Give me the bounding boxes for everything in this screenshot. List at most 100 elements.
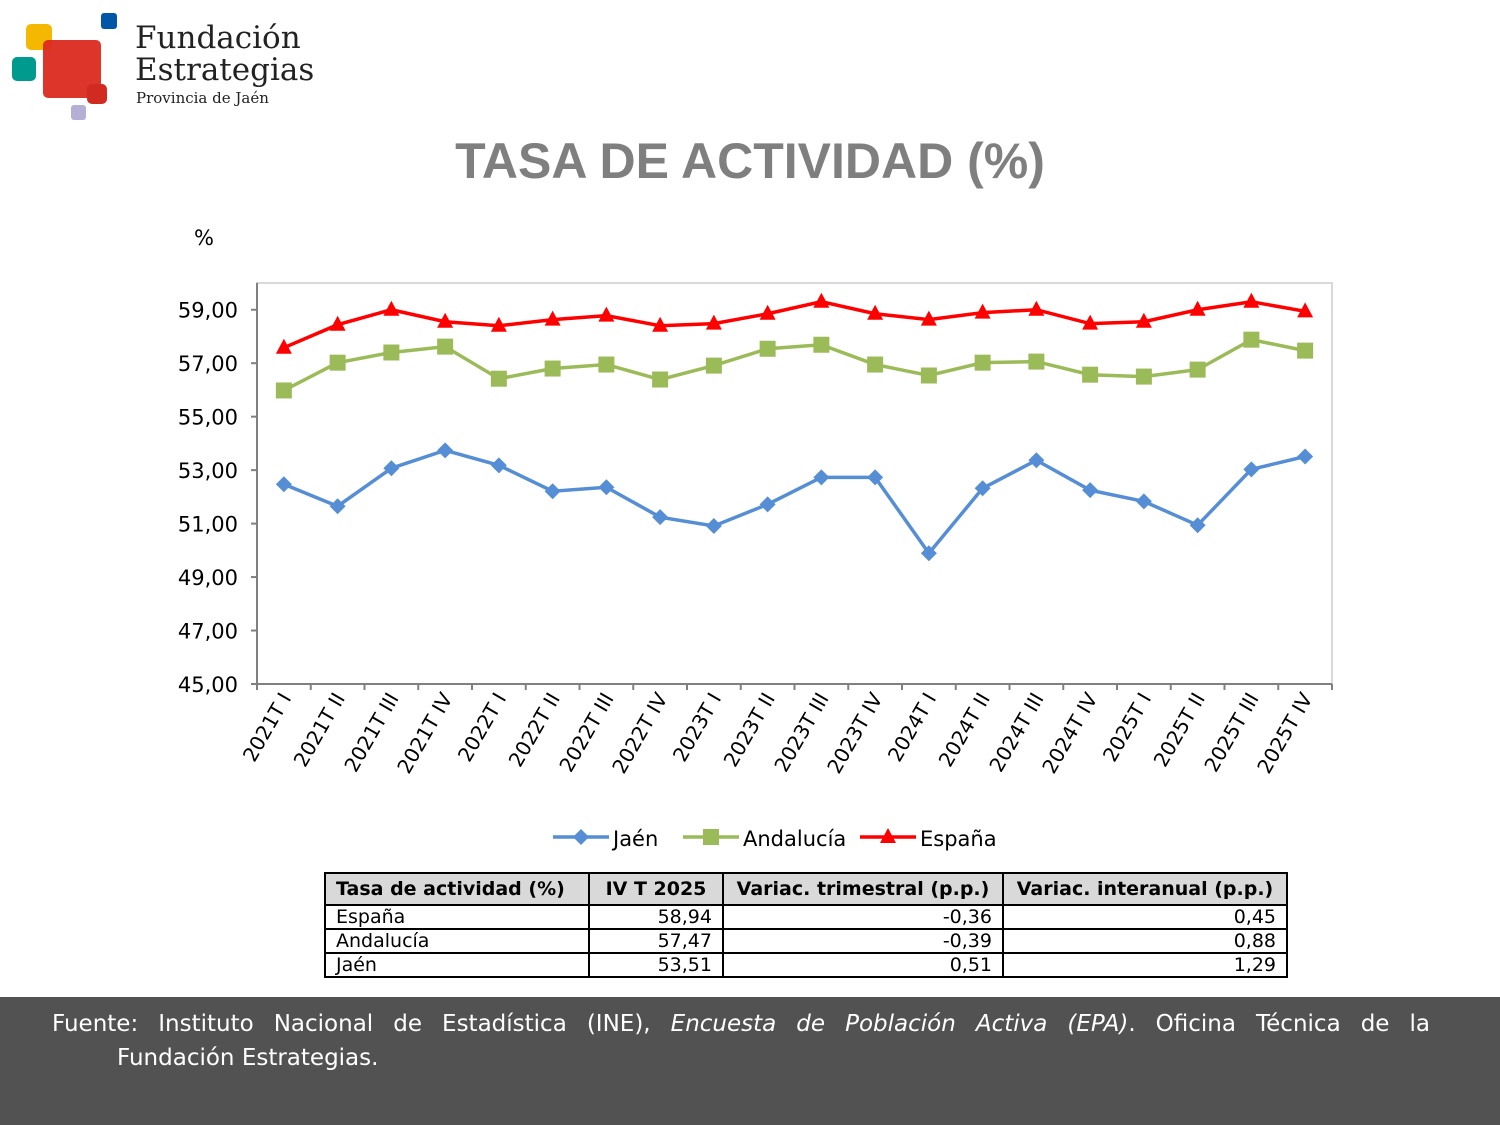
page-title: TASA DE ACTIVIDAD (%) bbox=[455, 133, 1045, 189]
data-point-espana bbox=[1082, 314, 1099, 330]
y-tick-label: 49,00 bbox=[178, 566, 238, 590]
data-point-espana bbox=[598, 306, 615, 322]
row-value: 57,47 bbox=[588, 928, 724, 954]
data-point-andalucia bbox=[1135, 368, 1152, 385]
data-point-andalucia bbox=[759, 340, 776, 357]
source-footer: Fuente: Instituto Nacional de Estadístic… bbox=[0, 997, 1500, 1125]
row-label: España bbox=[324, 904, 590, 930]
data-point-espana bbox=[1297, 302, 1314, 318]
series-line-espana bbox=[283, 299, 1306, 350]
table-header-row: Tasa de actividad (%) IV T 2025 Variac. … bbox=[324, 872, 1288, 906]
data-point-jaen bbox=[1082, 482, 1099, 499]
data-point-andalucia bbox=[974, 354, 991, 371]
data-point-espana bbox=[1028, 300, 1045, 316]
data-point-jaen bbox=[490, 457, 507, 474]
data-point-andalucia bbox=[1028, 353, 1045, 370]
data-point-espana bbox=[974, 303, 991, 319]
data-point-espana bbox=[759, 304, 776, 320]
legend-marker-andalucia bbox=[703, 829, 719, 845]
source-line1: Fuente: Instituto Nacional de Estadístic… bbox=[52, 1007, 1430, 1041]
data-point-espana bbox=[1135, 312, 1152, 328]
x-tick-label: 2024T I bbox=[883, 689, 941, 766]
data-point-andalucia bbox=[437, 338, 454, 355]
data-point-andalucia bbox=[867, 356, 884, 373]
series-line-andalucia bbox=[283, 337, 1306, 393]
x-tick-label: 2024T II bbox=[934, 689, 995, 771]
legend-marker-jaen bbox=[573, 829, 589, 845]
data-point-andalucia bbox=[490, 370, 507, 387]
series-line-jaen bbox=[283, 448, 1306, 557]
plot-area bbox=[256, 282, 1333, 685]
x-tick-label: 2022T I bbox=[453, 689, 511, 766]
data-point-espana bbox=[275, 338, 292, 354]
data-point-andalucia bbox=[705, 357, 722, 374]
legend-marker-espana bbox=[880, 828, 896, 843]
y-tick-label: 59,00 bbox=[178, 299, 238, 323]
x-tick-label: 2023T II bbox=[719, 689, 780, 771]
data-point-espana bbox=[920, 310, 937, 326]
summary-table: Tasa de actividad (%) IV T 2025 Variac. … bbox=[324, 872, 1288, 978]
logo-line3: Provincia de Jaén bbox=[136, 89, 269, 107]
row-value: 58,94 bbox=[588, 904, 724, 930]
row-value: 0,45 bbox=[1002, 904, 1288, 930]
source-suffix: . Oficina Técnica de la bbox=[1128, 1011, 1430, 1037]
table-row: Jaén 53,51 0,51 1,29 bbox=[324, 952, 1288, 978]
data-point-espana bbox=[437, 312, 454, 328]
data-point-espana bbox=[867, 304, 884, 320]
source-line2: Fundación Estrategias. bbox=[117, 1045, 379, 1071]
row-value: -0,39 bbox=[722, 928, 1004, 954]
row-value: 0,51 bbox=[722, 952, 1004, 978]
data-point-espana bbox=[544, 310, 561, 326]
legend-label-espana: España bbox=[920, 827, 997, 851]
data-point-espana bbox=[652, 316, 669, 332]
data-point-jaen bbox=[598, 479, 615, 496]
data-point-jaen bbox=[544, 483, 561, 500]
source-survey: Encuesta de Población Activa (EPA) bbox=[670, 1011, 1129, 1037]
data-point-jaen bbox=[329, 498, 346, 515]
data-point-andalucia bbox=[383, 344, 400, 361]
legend-label-jaen: Jaén bbox=[611, 827, 658, 851]
data-point-andalucia bbox=[275, 382, 292, 399]
data-point-espana bbox=[1189, 300, 1206, 316]
data-point-jaen bbox=[813, 469, 830, 486]
header-cell: Variac. trimestral (p.p.) bbox=[722, 872, 1004, 906]
y-tick-label: 47,00 bbox=[178, 620, 238, 644]
source-prefix: Fuente: Instituto Nacional de Estadístic… bbox=[52, 1011, 671, 1037]
line-chart: % 45,00 47,00 49,00 51,00 53,00 55,00 57,00 59,0… bbox=[178, 226, 1333, 851]
y-axis-label: % bbox=[194, 226, 214, 250]
row-label: Andalucía bbox=[324, 928, 590, 954]
y-tick-label: 57,00 bbox=[178, 352, 238, 376]
x-tick-label: 2021T II bbox=[289, 689, 350, 771]
data-point-espana bbox=[383, 300, 400, 316]
row-value: 53,51 bbox=[588, 952, 724, 978]
data-point-espana bbox=[705, 314, 722, 330]
data-point-jaen bbox=[920, 545, 937, 562]
data-point-andalucia bbox=[1243, 331, 1260, 348]
header-cell: IV T 2025 bbox=[588, 872, 724, 906]
header-cell: Tasa de actividad (%) bbox=[324, 872, 590, 906]
table-row: Andalucía 57,47 -0,39 0,88 bbox=[324, 928, 1288, 954]
data-point-jaen bbox=[437, 442, 454, 459]
data-point-jaen bbox=[275, 476, 292, 493]
y-tick-label: 45,00 bbox=[178, 673, 238, 697]
row-value: -0,36 bbox=[722, 904, 1004, 930]
data-point-andalucia bbox=[1297, 342, 1314, 359]
data-point-jaen bbox=[383, 460, 400, 477]
data-point-jaen bbox=[1135, 493, 1152, 510]
logo-line1: Fundación bbox=[135, 20, 301, 56]
data-point-jaen bbox=[652, 509, 669, 526]
x-tick-label: 2022T II bbox=[504, 689, 565, 771]
data-point-jaen bbox=[1189, 517, 1206, 534]
header-cell: Variac. interanual (p.p.) bbox=[1002, 872, 1288, 906]
data-point-andalucia bbox=[544, 360, 561, 377]
data-point-jaen bbox=[1243, 461, 1260, 478]
row-value: 1,29 bbox=[1002, 952, 1288, 978]
x-tick-label: 2025T I bbox=[1098, 689, 1156, 766]
table-row: España 58,94 -0,36 0,45 bbox=[324, 904, 1288, 930]
x-tick-label: 2023T I bbox=[668, 689, 726, 766]
data-point-jaen bbox=[759, 496, 776, 513]
data-point-andalucia bbox=[813, 336, 830, 353]
data-point-andalucia bbox=[598, 356, 615, 373]
data-point-andalucia bbox=[329, 354, 346, 371]
data-point-andalucia bbox=[1082, 366, 1099, 383]
